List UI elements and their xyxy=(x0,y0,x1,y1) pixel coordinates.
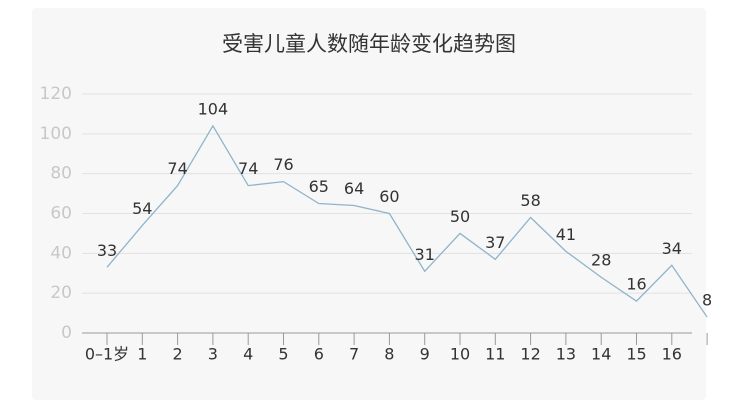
x-tick-label: 14 xyxy=(591,345,611,364)
x-tick-label: 4 xyxy=(243,345,253,364)
data-label: 65 xyxy=(309,177,329,196)
y-tick-label: 20 xyxy=(50,283,72,303)
x-tick-label: 15 xyxy=(626,345,646,364)
data-label: 16 xyxy=(626,275,646,294)
x-tick-label: 16 xyxy=(662,345,682,364)
x-tick-label: 13 xyxy=(556,345,576,364)
x-tick-label: 8 xyxy=(384,345,394,364)
x-tick-label: 10 xyxy=(450,345,470,364)
data-label: 64 xyxy=(344,179,364,198)
data-label: 33 xyxy=(97,241,117,260)
x-tick-label: 7 xyxy=(349,345,359,364)
y-tick-label: 0 xyxy=(61,323,72,343)
x-tick-label: 11 xyxy=(485,345,505,364)
data-label: 60 xyxy=(379,187,399,206)
data-label: 50 xyxy=(450,207,470,226)
data-label: 28 xyxy=(591,251,611,270)
y-tick-label: 60 xyxy=(50,204,72,224)
y-tick-label: 100 xyxy=(40,124,72,144)
data-label: 31 xyxy=(415,245,435,264)
x-tick-label: 6 xyxy=(314,345,324,364)
data-label: 54 xyxy=(132,199,152,218)
x-tick-label: 1 xyxy=(137,345,147,364)
data-label: 37 xyxy=(485,233,505,252)
x-tick-label: 12 xyxy=(520,345,540,364)
data-label: 74 xyxy=(167,159,187,178)
chart-title: 受害儿童人数随年龄变化趋势图 xyxy=(222,32,516,56)
data-label: 76 xyxy=(273,155,293,174)
y-tick-label: 120 xyxy=(40,84,72,104)
y-tick-label: 80 xyxy=(50,164,72,184)
data-label: 8 xyxy=(702,291,712,310)
data-label: 58 xyxy=(520,191,540,210)
data-label: 74 xyxy=(238,159,258,178)
x-tick-label: 5 xyxy=(278,345,288,364)
data-label: 41 xyxy=(556,225,576,244)
x-tick-label: 3 xyxy=(208,345,218,364)
x-tick-label: 9 xyxy=(420,345,430,364)
data-label: 104 xyxy=(198,99,229,118)
x-tick-label: 0–1岁 xyxy=(85,345,129,364)
x-tick-label: 2 xyxy=(173,345,183,364)
card xyxy=(32,8,706,400)
data-label: 34 xyxy=(662,239,682,258)
y-tick-label: 40 xyxy=(50,243,72,263)
line xyxy=(106,124,708,318)
